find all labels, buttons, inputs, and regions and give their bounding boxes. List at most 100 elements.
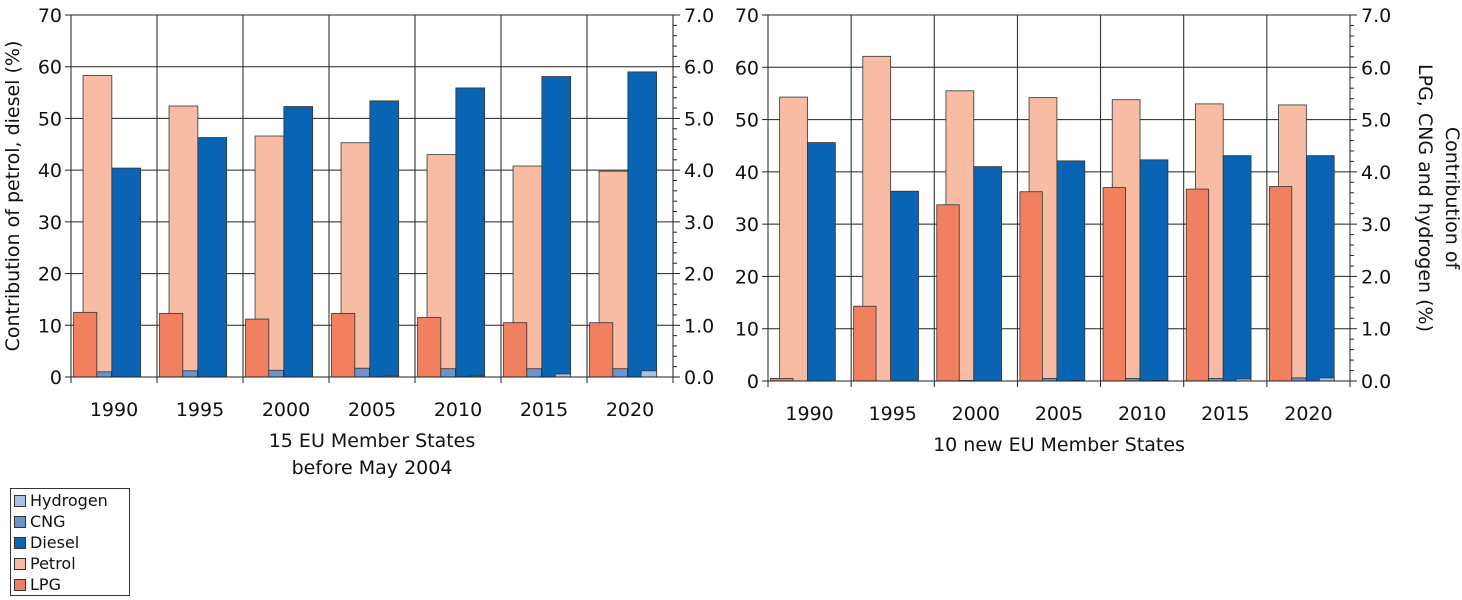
legend-swatch	[14, 494, 26, 507]
legend-label: Hydrogen	[30, 491, 108, 510]
bar-diesel-2020	[1305, 155, 1335, 382]
y-right-tick-label: 3.0	[684, 212, 714, 234]
legend-label: Petrol	[30, 554, 76, 573]
bar-lpg-2010	[417, 317, 442, 378]
bar-cng-1990	[96, 371, 112, 378]
x-category-label: 2010	[434, 399, 482, 421]
bar-cng-2020	[612, 368, 628, 378]
x-category-label: 1995	[869, 403, 917, 425]
bar-diesel-2005	[1056, 160, 1086, 382]
x-axis-title: 10 new EU Member States	[933, 434, 1185, 456]
x-category-label: 2020	[606, 399, 654, 421]
y-right-tick-label: 6.0	[684, 57, 714, 79]
y-left-tick-label: 20	[735, 266, 759, 288]
legend-item-diesel: Diesel	[14, 532, 126, 553]
y-left-tick-label: 40	[735, 162, 759, 184]
legend-swatch	[14, 557, 26, 570]
y-right-tick-label: 2.0	[684, 264, 714, 286]
y-right-tick-label: 6.0	[1361, 57, 1391, 79]
x-category-label: 2020	[1284, 403, 1332, 425]
legend-swatch	[14, 578, 26, 591]
legend-label: Diesel	[30, 533, 80, 552]
x-category-label: 2000	[262, 399, 310, 421]
x-category-label: 1990	[90, 399, 138, 421]
bar-diesel-2000	[283, 106, 314, 378]
chart-panel-1: 0 10 20 30 40 50 60 70 0.0 1.0 2.0 3.0 4.0 5.0 6.0 7.0 1…	[2, 5, 714, 479]
bar-lpg-2005	[1019, 191, 1043, 382]
bar-diesel-2015	[541, 76, 572, 378]
y-left-tick-label: 20	[38, 264, 62, 286]
bar-cng-1995	[182, 370, 198, 378]
bar-diesel-1990	[807, 142, 836, 382]
plot-frame	[767, 14, 1351, 382]
bar-lpg-2015	[1185, 188, 1210, 382]
y-left-tick-label: 40	[38, 160, 62, 182]
bar-diesel-2010	[455, 87, 486, 378]
y-left-tick-label: 60	[735, 57, 759, 79]
legend-swatch	[14, 536, 26, 549]
x-category-label: 2005	[1035, 403, 1083, 425]
bar-diesel-2005	[369, 100, 400, 378]
chart-legend: Hydrogen CNG Diesel Petrol LPG	[10, 488, 130, 596]
bar-lpg-1990	[73, 311, 98, 378]
y-right-tick-label: 1.0	[684, 315, 714, 337]
legend-label: LPG	[30, 575, 61, 594]
y-left-tick-label: 10	[735, 319, 759, 341]
bar-lpg-2000	[245, 318, 270, 378]
legend-item-lpg: LPG	[14, 574, 126, 595]
y-right-axis-title: Contribution of	[1441, 127, 1462, 271]
y-left-tick-label: 10	[38, 315, 62, 337]
bar-lpg-2020	[1268, 186, 1293, 382]
y-left-tick-label: 0	[50, 367, 62, 389]
x-axis-title: before May 2004	[292, 457, 453, 479]
chart-panel-2: 0 10 20 30 40 50 60 70 0.0 1.0 2.0 3.0 4.0 5.0 6.0 7.0 1…	[735, 5, 1462, 456]
bar-diesel-1995	[890, 190, 919, 382]
x-axis-title: 15 EU Member States	[269, 430, 476, 452]
x-category-label: 1995	[176, 399, 224, 421]
bar-cng-2015	[526, 368, 542, 378]
legend-item-cng: CNG	[14, 511, 126, 532]
x-category-label: 2005	[348, 399, 396, 421]
y-right-axis-title: LPG, CNG and hydrogen (%)	[1414, 64, 1436, 332]
y-left-tick-label: 60	[38, 57, 62, 79]
bar-cng-2010	[440, 368, 456, 378]
y-right-tick-label: 5.0	[1361, 110, 1391, 132]
y-left-tick-label: 30	[735, 214, 759, 236]
bar-lpg-2010	[1102, 187, 1126, 382]
bar-petrol-1990	[779, 96, 808, 382]
bar-lpg-1995	[853, 305, 877, 382]
y-left-tick-label: 70	[38, 5, 62, 27]
bar-cng-2005	[354, 367, 370, 378]
y-right-tick-label: 0.0	[684, 367, 714, 389]
plot-frame	[70, 14, 674, 378]
y-left-tick-label: 70	[735, 5, 759, 27]
bar-diesel-2010	[1139, 159, 1169, 382]
legend-item-petrol: Petrol	[14, 553, 126, 574]
bar-diesel-2000	[973, 166, 1003, 382]
bar-lpg-1995	[159, 312, 184, 378]
bar-diesel-2020	[627, 71, 658, 378]
y-right-tick-label: 7.0	[1361, 5, 1391, 27]
bar-diesel-1995	[197, 137, 228, 378]
y-left-axis-title: Contribution of petrol, diesel (%)	[2, 41, 24, 352]
y-right-tick-label: 5.0	[684, 108, 714, 130]
legend-label: CNG	[30, 512, 66, 531]
bar-lpg-2000	[936, 204, 960, 382]
y-left-tick-label: 50	[38, 108, 62, 130]
x-category-label: 1990	[785, 403, 833, 425]
x-category-label: 2015	[520, 399, 568, 421]
bar-cng-2000	[268, 369, 284, 378]
y-right-tick-label: 4.0	[684, 160, 714, 182]
x-category-label: 2015	[1201, 403, 1249, 425]
y-right-tick-label: 1.0	[1361, 319, 1391, 341]
bar-hydrogen-2020	[640, 370, 658, 378]
y-left-tick-label: 0	[747, 371, 759, 393]
bar-diesel-1990	[111, 167, 142, 378]
y-right-tick-label: 2.0	[1361, 266, 1391, 288]
y-right-tick-label: 0.0	[1361, 371, 1391, 393]
x-category-label: 2010	[1118, 403, 1166, 425]
y-left-tick-label: 30	[38, 212, 62, 234]
bar-diesel-2015	[1222, 155, 1252, 382]
y-right-tick-label: 4.0	[1361, 162, 1391, 184]
